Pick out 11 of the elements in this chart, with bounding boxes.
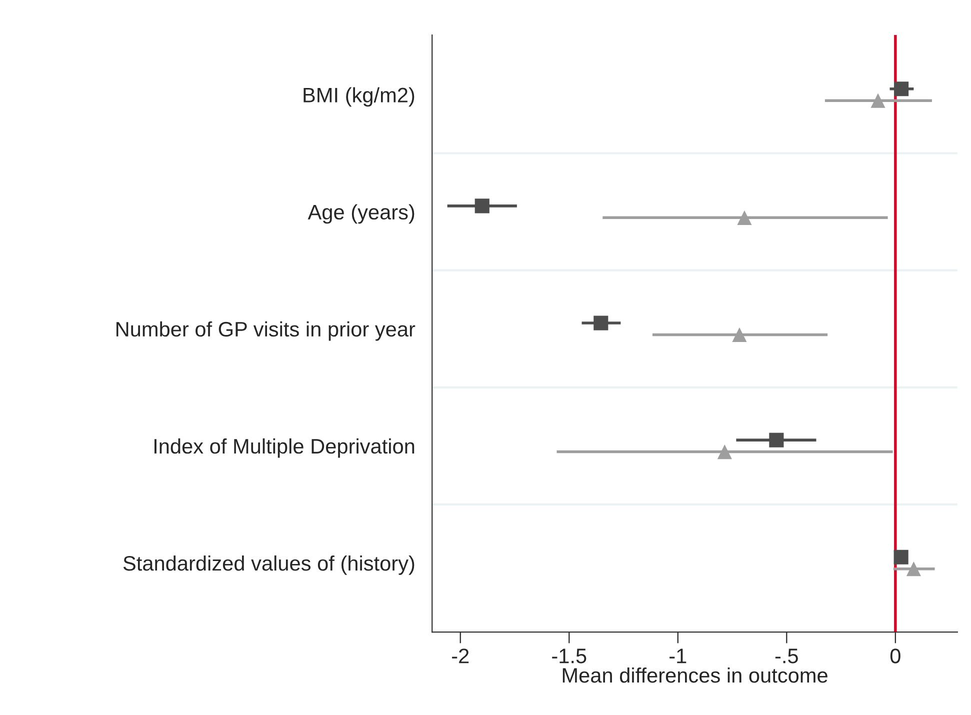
y-tick-label: Age (years) (308, 204, 414, 224)
x-tick-label: -.5 (775, 648, 798, 664)
y-tick-label: Number of GP visits in prior year (116, 321, 416, 341)
y-tick-label: BMI (kg/m2) (304, 87, 414, 107)
x-axis-title: Mean differences in outcome (562, 667, 828, 683)
x-tick-label: -2 (452, 648, 469, 664)
x-tick-label: -1 (670, 648, 686, 664)
y-tick-label: Standardized values of (history) (123, 555, 414, 575)
x-tick-label: 0 (890, 648, 900, 664)
y-tick-label: Index of Multiple Deprivation (154, 438, 414, 458)
x-tick-label: -1.5 (552, 648, 586, 664)
